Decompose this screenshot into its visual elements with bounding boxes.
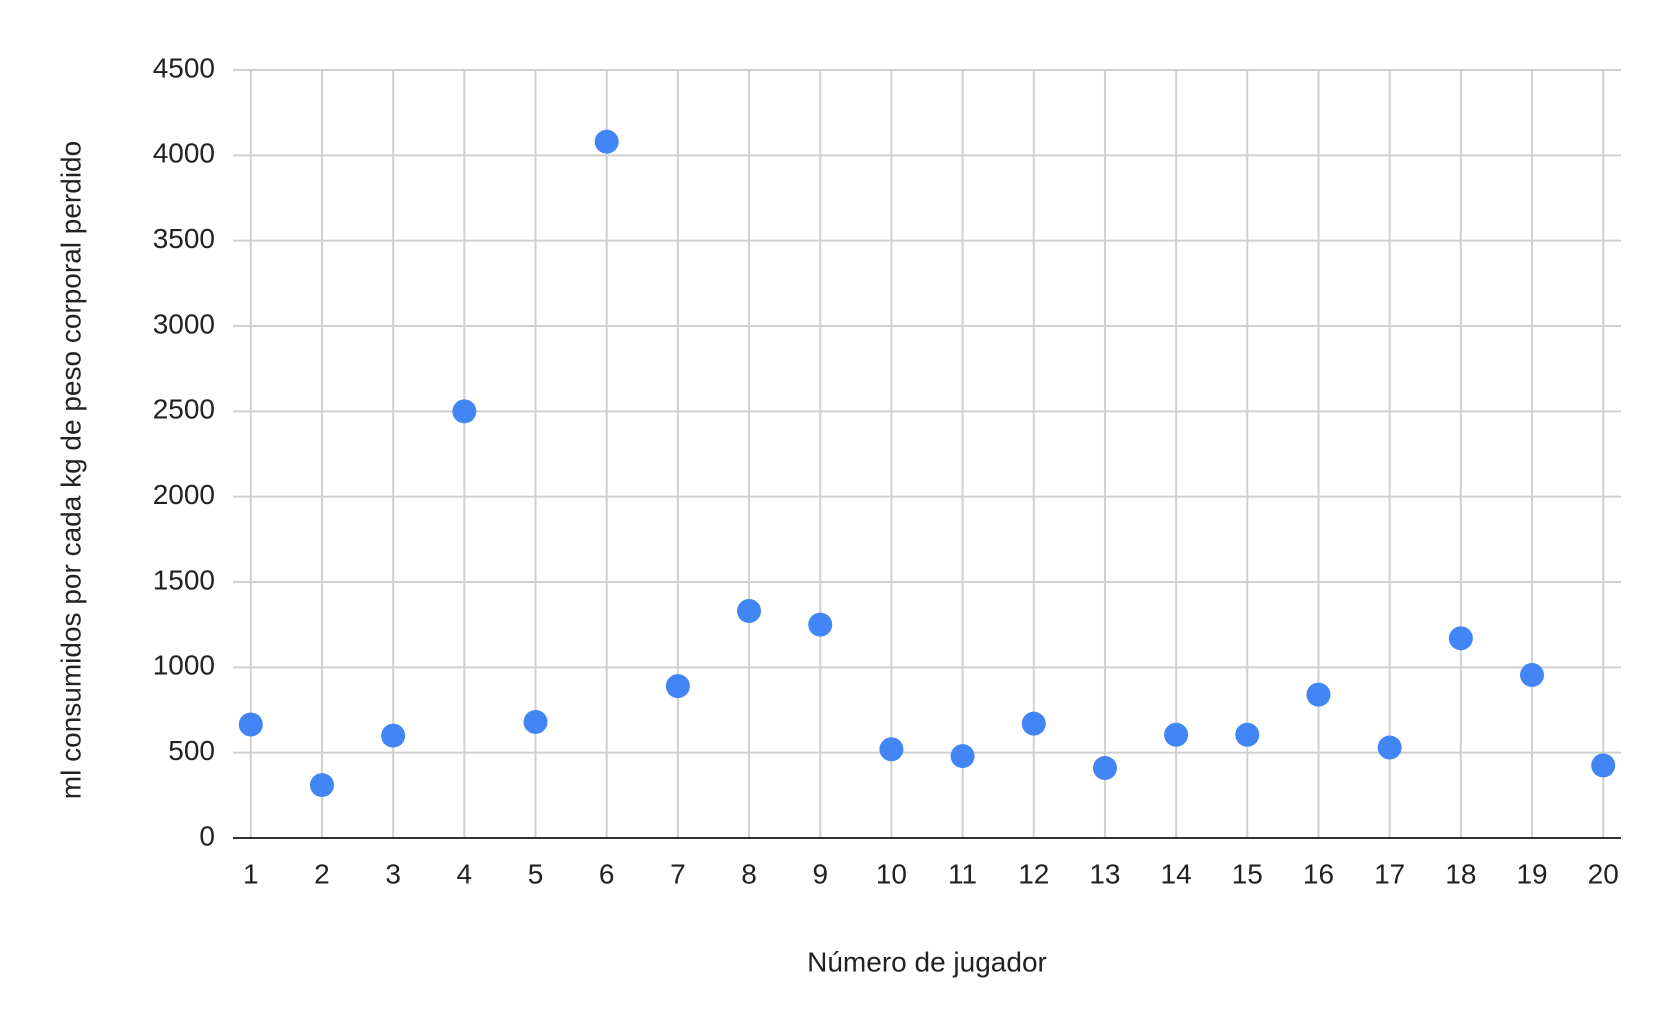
point [1235,722,1260,747]
x-tick-label: 13 [1089,858,1120,889]
point [381,723,406,748]
point [879,737,904,762]
x-tick-label: 4 [457,858,473,889]
x-tick-label: 11 [948,858,977,889]
x-tick-label: 7 [670,858,686,889]
x-tick-label: 5 [528,858,544,889]
y-tick-label: 3000 [153,308,215,339]
point [950,744,975,769]
x-tick-label: 20 [1588,858,1619,889]
x-tick-label: 18 [1445,858,1476,889]
point [1520,663,1545,688]
x-tick-label: 19 [1516,858,1547,889]
point [1021,711,1046,736]
x-tick-label: 17 [1374,858,1405,889]
x-tick-label: 10 [876,858,907,889]
point [1448,626,1473,651]
y-tick-label: 2000 [153,479,215,510]
y-tick-label: 1000 [153,650,215,681]
y-tick-label: 4500 [153,52,215,83]
point [737,599,762,624]
x-tick-label: 14 [1161,858,1192,889]
y-tick-label: 4000 [153,138,215,169]
x-tick-label: 15 [1232,858,1263,889]
x-tick-label: 16 [1303,858,1334,889]
x-tick-label: 6 [599,858,615,889]
x-tick-label: 8 [741,858,757,889]
point [1164,722,1189,747]
y-tick-label: 2500 [153,394,215,425]
y-tick-label: 3500 [153,223,215,254]
y-tick-label: 500 [168,735,215,766]
point [1306,682,1331,707]
point [808,612,833,637]
x-tick-label: 9 [812,858,828,889]
y-axis-title: ml consumidos por cada kg de peso corpor… [55,141,86,799]
x-tick-label: 3 [385,858,401,889]
y-tick-label: 1500 [153,564,215,595]
x-tick-label: 1 [243,858,259,889]
point [238,712,263,737]
point [1092,756,1117,781]
point [452,399,477,424]
point [665,674,690,699]
x-axis-title: Número de jugador [807,946,1047,977]
point [1377,735,1402,760]
point [523,709,548,734]
point [594,129,619,154]
x-tick-label: 2 [314,858,330,889]
point [309,773,334,798]
point [1591,753,1616,778]
x-tick-label: 12 [1018,858,1049,889]
y-tick-label: 0 [199,820,215,851]
